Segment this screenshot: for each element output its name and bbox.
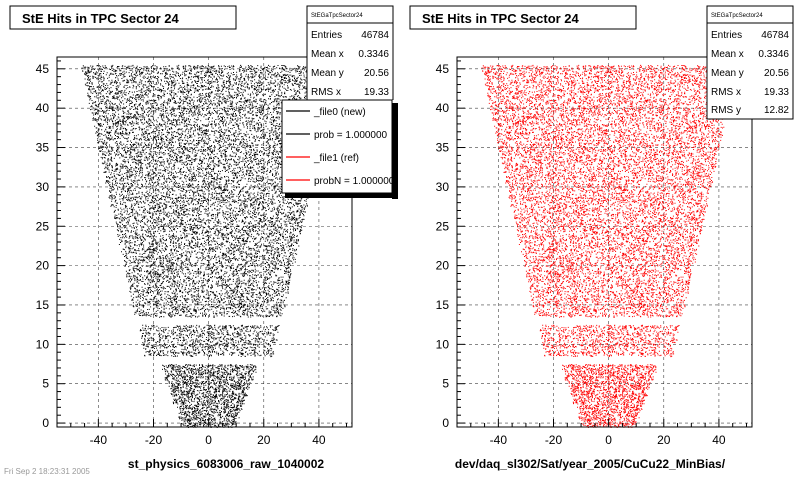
x-axis-title: st_physics_6083006_raw_1040002 [128, 457, 324, 471]
stats-box: StEGaTpcSector24 Entries 46784 Mean x 0.… [706, 5, 794, 120]
y-tick-label: 35 [36, 141, 50, 155]
right-pad: StE Hits in TPC Sector 24 -40 -20 0 20 40 0 5 1… [400, 0, 800, 480]
stats-name: StEGaTpcSector24 [311, 13, 363, 19]
stats-name: StEGaTpcSector24 [711, 13, 763, 19]
stats-meanx-label: Mean x [311, 49, 344, 60]
stats-meany-value: 20.56 [764, 68, 789, 79]
legend-item-new: _file0 (new) [313, 107, 366, 118]
y-tick-label: 20 [36, 259, 50, 273]
x-tick-label: 40 [712, 433, 726, 447]
x-tick-label: -40 [490, 433, 508, 447]
stats-entries-label: Entries [311, 30, 342, 41]
title-box [9, 5, 237, 30]
stats-rmsx-value: 19.33 [364, 87, 389, 98]
y-tick-label: 35 [436, 141, 450, 155]
stats-meanx-value: 0.3346 [758, 49, 789, 60]
right-plot-svg: StE Hits in TPC Sector 24 -40 -20 0 20 40 0 5 1… [409, 5, 794, 471]
axes: -40 -20 0 20 40 0 5 10 15 20 25 30 35 40 45 [36, 60, 347, 447]
legend-item-probn: probN = 1.000000 [314, 176, 395, 187]
x-tick-label: 0 [205, 433, 212, 447]
y-tick-label: 0 [42, 416, 49, 430]
legend-box: _file0 (new) prob = 1.000000 _file1 (ref… [281, 99, 398, 199]
y-tick-label: 30 [36, 180, 50, 194]
footer-timestamp: Fri Sep 2 18:23:31 2005 [4, 467, 90, 476]
axes: -40 -20 0 20 40 0 5 10 15 20 25 30 35 40 45 [436, 60, 747, 447]
y-tick-label: 45 [36, 62, 50, 76]
legend-item-ref: _file1 (ref) [313, 153, 359, 164]
stats-rmsx-value: 19.33 [764, 87, 789, 98]
hit-points [481, 64, 737, 429]
stats-meanx-label: Mean x [711, 49, 744, 60]
y-tick-label: 0 [442, 416, 449, 430]
x-tick-label: -20 [145, 433, 163, 447]
legend-item-prob: prob = 1.000000 [314, 130, 388, 141]
stats-entries-value: 46784 [761, 30, 789, 41]
stats-entries-value: 46784 [361, 30, 389, 41]
y-tick-label: 10 [436, 337, 450, 351]
y-tick-label: 40 [436, 101, 450, 115]
stats-meany-label: Mean y [311, 68, 344, 79]
x-axis-title: dev/daq_sl302/Sat/year_2005/CuCu22_MinBi… [455, 457, 726, 471]
x-tick-label: -20 [545, 433, 563, 447]
left-pad: StE Hits in TPC Sector 24 -40 -20 0 20 40 0 5 1… [9, 5, 398, 471]
y-tick-label: 15 [36, 298, 50, 312]
stats-meany-value: 20.56 [364, 68, 389, 79]
title-box [409, 5, 637, 30]
hit-cloud [81, 64, 337, 429]
left-plot-svg: StE Hits in TPC Sector 24 -40 -20 0 20 40 0 5 1… [9, 5, 398, 471]
stats-rmsy-label: RMS y [711, 105, 741, 116]
y-tick-label: 15 [436, 298, 450, 312]
x-tick-label: 40 [312, 433, 326, 447]
stats-entries-label: Entries [711, 30, 742, 41]
y-tick-label: 30 [436, 180, 450, 194]
stats-meany-label: Mean y [711, 68, 744, 79]
y-tick-label: 45 [436, 62, 450, 76]
y-tick-label: 5 [442, 377, 449, 391]
stats-rmsx-label: RMS x [311, 87, 341, 98]
x-tick-label: 20 [657, 433, 671, 447]
x-tick-label: -40 [90, 433, 108, 447]
y-tick-label: 25 [36, 219, 50, 233]
y-tick-label: 5 [42, 377, 49, 391]
x-tick-label: 0 [605, 433, 612, 447]
plot-title: StE Hits in TPC Sector 24 [422, 11, 580, 26]
plot-title: StE Hits in TPC Sector 24 [22, 11, 180, 26]
stats-rmsx-label: RMS x [711, 87, 741, 98]
stats-rmsy-value: 12.82 [764, 105, 789, 116]
hit-cloud [481, 64, 737, 429]
y-tick-label: 40 [36, 101, 50, 115]
y-tick-label: 25 [436, 219, 450, 233]
hit-points [81, 64, 337, 429]
y-tick-label: 20 [436, 259, 450, 273]
x-tick-label: 20 [257, 433, 271, 447]
stats-box: StEGaTpcSector24 Entries 46784 Mean x 0.… [306, 5, 394, 102]
stats-meanx-value: 0.3346 [358, 49, 389, 60]
y-tick-label: 10 [36, 337, 50, 351]
